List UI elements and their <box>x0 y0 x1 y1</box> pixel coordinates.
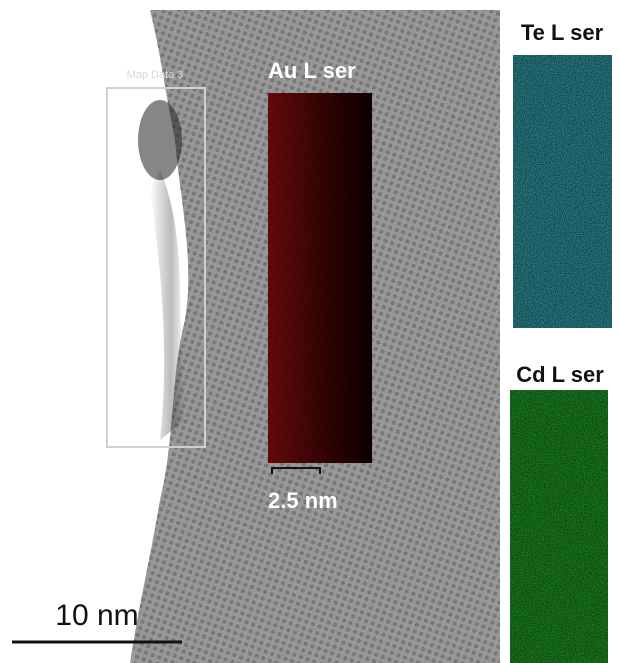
map-region-box <box>106 87 206 448</box>
main-scale-label: 10 nm <box>55 599 138 632</box>
te-map-noise <box>513 55 612 328</box>
dark-particle <box>138 100 182 180</box>
au-label: Au L ser <box>268 58 356 83</box>
au-map-noise <box>268 93 372 463</box>
au-scale-label: 2.5 nm <box>268 488 338 513</box>
cd-map-noise <box>510 390 608 663</box>
au-scale-bar <box>271 467 321 474</box>
cd-label: Cd L ser <box>516 362 604 387</box>
map-box-label: Map Data 3 <box>127 69 184 81</box>
te-label: Te L ser <box>521 20 604 45</box>
